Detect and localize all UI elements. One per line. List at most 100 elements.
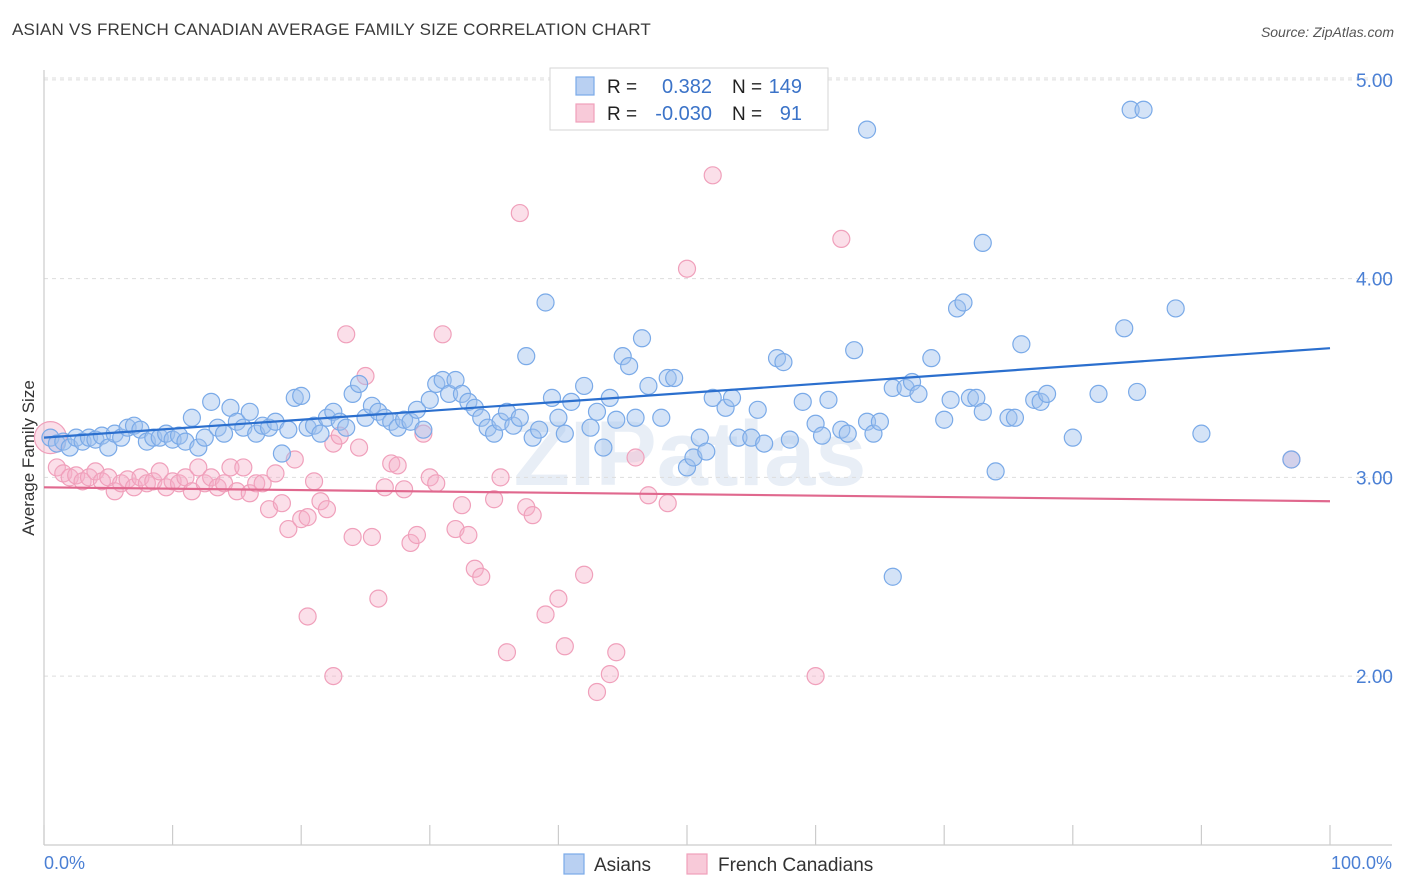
french-canadians-point [388, 456, 407, 475]
asians-point [620, 356, 639, 376]
french-canadians-point [832, 229, 851, 249]
asians-point [1166, 299, 1185, 318]
asians-point [472, 408, 491, 427]
asians-point [626, 408, 645, 427]
legend-n-value-french-canadians: 91 [780, 103, 802, 125]
bottom-legend-label-french-canadians: French Canadians [718, 855, 873, 876]
asians-point [337, 418, 356, 437]
french-canadians-point [658, 494, 677, 513]
french-canadians-point [343, 527, 362, 547]
asians-point [536, 293, 555, 312]
french-canadians-point [600, 665, 619, 684]
french-canadians-point [452, 496, 472, 515]
bottom-legend-swatch-asians [563, 853, 585, 875]
french-canadians-point [555, 637, 574, 656]
asians-point [349, 374, 369, 394]
french-canadians-point [607, 643, 626, 662]
asians-point [722, 388, 742, 407]
legend-n-value-asians: 149 [769, 76, 802, 98]
french-canadians-point [304, 472, 324, 491]
asians-point [240, 402, 259, 421]
asians-point [845, 341, 864, 360]
asians-point [1005, 408, 1025, 427]
french-canadians-point [253, 474, 272, 493]
asians-point [594, 438, 613, 457]
asians-point [665, 368, 684, 388]
y-tick-labels: 2.00 3.00 4.00 5.00 [1356, 71, 1393, 688]
asians-point [960, 388, 980, 407]
french-canadians-point [349, 438, 369, 457]
chart-title: ASIAN VS FRENCH CANADIAN AVERAGE FAMILY … [12, 20, 652, 39]
french-canadians-point [677, 259, 697, 278]
asians-point [954, 293, 973, 312]
asians-point [941, 390, 960, 409]
french-canadians-point [523, 506, 542, 525]
french-canadians-point [587, 682, 607, 702]
asians-point [1127, 382, 1147, 402]
french-canadians-point [549, 589, 568, 608]
french-canadians-trend-line [43, 486, 1331, 503]
french-canadians-point [575, 565, 594, 584]
asians-point [420, 390, 439, 409]
asians-point [748, 400, 767, 419]
asians-point [857, 120, 877, 139]
french-canadians-point [234, 458, 253, 477]
asians-point [703, 388, 722, 407]
legend-r-label-french-canadians: R = [607, 104, 637, 125]
legend-n-label-french-canadians: N = [732, 104, 762, 125]
french-canadians-point [189, 458, 208, 477]
asians-point [729, 428, 748, 447]
asians-point [716, 398, 735, 417]
asians-point [581, 418, 600, 437]
asians-point [658, 368, 677, 388]
french-canadians-point [382, 454, 401, 473]
french-canadians-point [221, 458, 240, 477]
asians-point [999, 408, 1018, 427]
asians-point [542, 388, 562, 407]
asians-point [870, 412, 890, 431]
asians-point [202, 392, 221, 411]
french-canadians-point [472, 567, 491, 586]
french-canadians-point [703, 166, 722, 185]
source-note: Source: ZipAtlas.com [1260, 24, 1394, 40]
french-canadians-point [427, 474, 446, 493]
french-canadians-point [394, 480, 414, 499]
asians-point [1134, 100, 1153, 119]
legend-n-label-asians: N = [732, 77, 762, 98]
french-canadians-point [298, 508, 317, 527]
asians-point [1192, 424, 1211, 443]
series-legend: Asians French Canadians [563, 853, 873, 876]
asians-point [407, 400, 427, 419]
asians-point [1089, 384, 1108, 404]
asians-point [1012, 335, 1031, 354]
asians-point [838, 424, 857, 443]
legend-swatch-asians [575, 76, 595, 96]
legend-swatch-french-canadians [575, 103, 595, 123]
french-canadians-point [292, 510, 311, 529]
legend-r-label-asians: R = [607, 77, 637, 98]
asians-point [755, 434, 774, 453]
asians-point [1121, 100, 1140, 119]
asians-point [182, 408, 201, 427]
asians-point [279, 420, 298, 439]
french-canadians-point [362, 527, 382, 547]
asians-point [575, 376, 594, 396]
asians-point [414, 420, 433, 439]
french-canadians-point [150, 462, 169, 481]
asians-point [1037, 384, 1057, 404]
french-canadians-point [272, 494, 292, 513]
asians-point [883, 567, 902, 586]
asians-point [780, 430, 799, 449]
asians-point [697, 442, 716, 461]
french-canadians-point [491, 468, 510, 487]
asians-point [607, 410, 626, 429]
bottom-legend-label-asians: Asians [594, 855, 651, 876]
french-canadians-point [639, 486, 658, 505]
asians-point [677, 458, 697, 477]
asians-point [986, 462, 1005, 481]
asians-point [555, 424, 574, 443]
french-canadians-point [317, 500, 337, 519]
series-asians-points [41, 100, 1301, 586]
asians-point [587, 402, 607, 421]
